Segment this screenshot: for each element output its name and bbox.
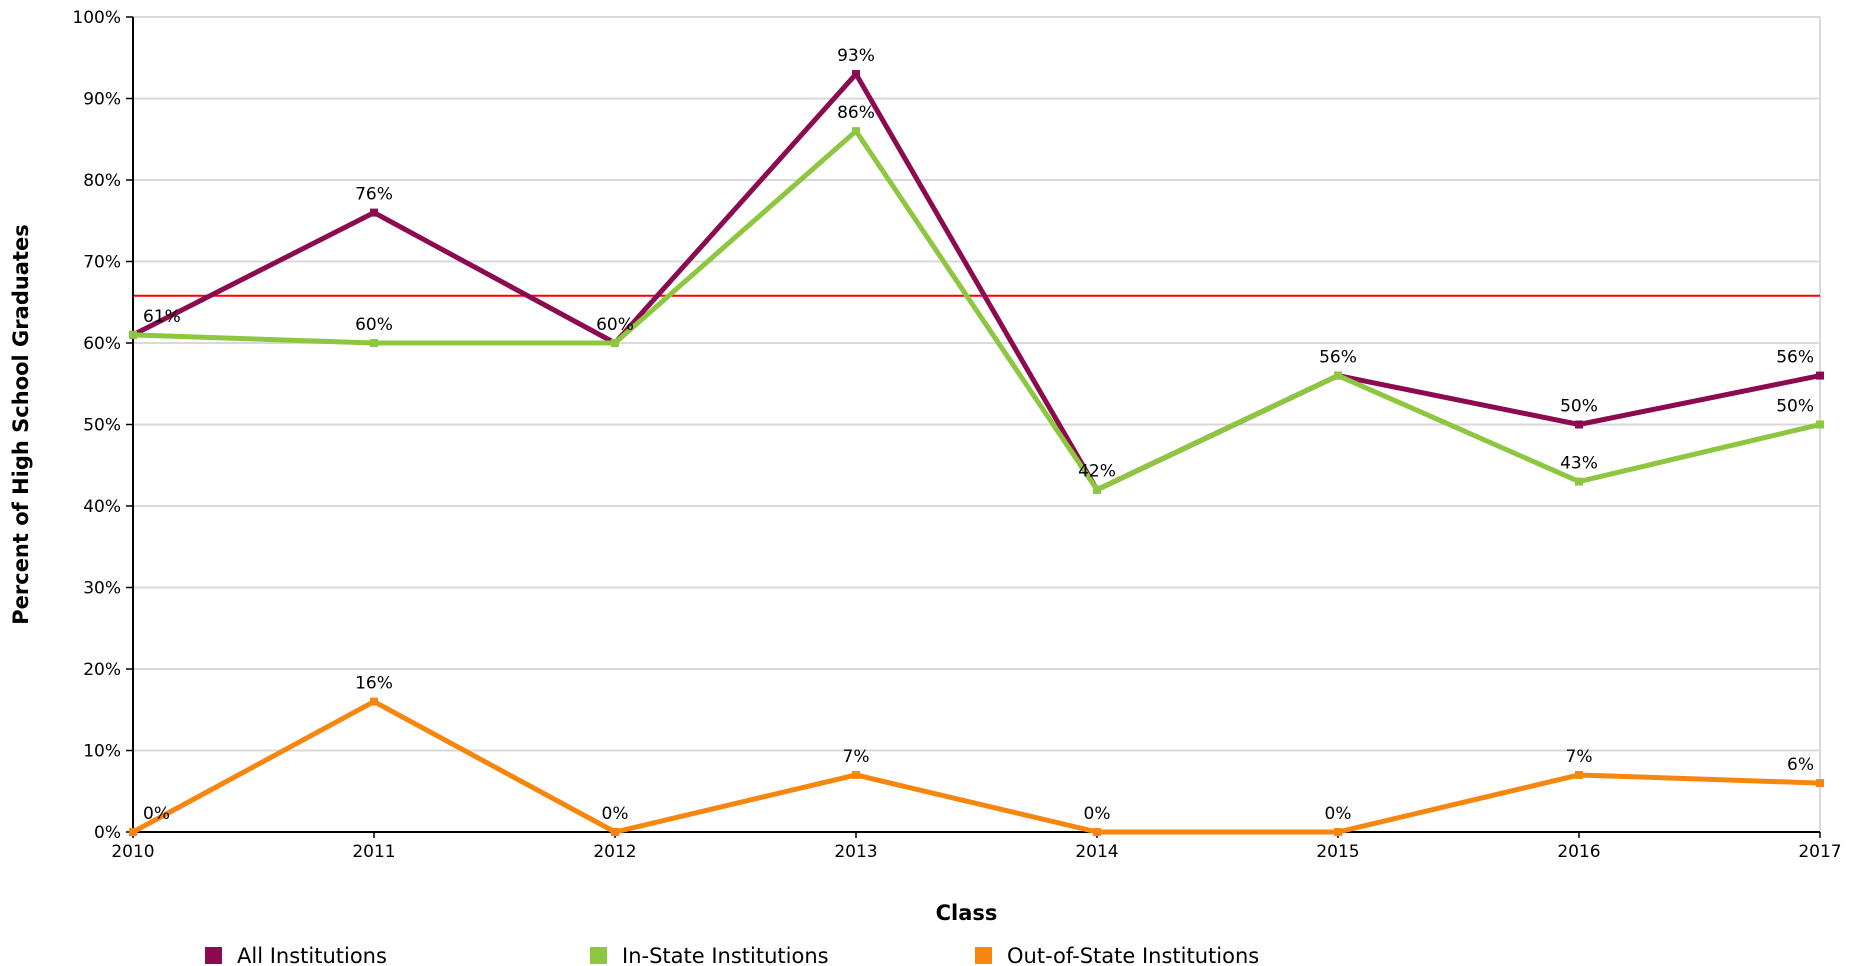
y-tick-label: 70% bbox=[83, 253, 121, 273]
series-line bbox=[132, 128, 1821, 493]
y-tick-label: 90% bbox=[83, 90, 121, 110]
data-label: 60% bbox=[596, 315, 634, 335]
y-axis-title: Percent of High School Graduates bbox=[9, 224, 33, 625]
data-point bbox=[1093, 828, 1101, 836]
data-point bbox=[852, 127, 860, 136]
data-point bbox=[1816, 371, 1824, 380]
x-tick-label: 2015 bbox=[1316, 842, 1359, 862]
data-label: 6% bbox=[1787, 755, 1814, 775]
series-lines bbox=[129, 70, 1824, 836]
data-point bbox=[1334, 828, 1342, 836]
y-tick-label: 40% bbox=[83, 497, 121, 517]
data-label: 50% bbox=[1776, 397, 1814, 417]
data-label: 56% bbox=[1319, 348, 1357, 368]
data-point bbox=[129, 330, 137, 339]
y-tick-label: 50% bbox=[83, 416, 121, 436]
legend-label: In-State Institutions bbox=[622, 944, 829, 966]
x-tick-label: 2016 bbox=[1557, 842, 1600, 862]
data-label: 61% bbox=[143, 307, 181, 327]
legend: All Institutions In-State Institutions Out… bbox=[205, 944, 1259, 966]
x-tick-labels: 2010 2011 2012 2013 2014 2015 2016 2017 bbox=[111, 842, 1841, 862]
y-tick-label: 10% bbox=[83, 742, 121, 762]
axes bbox=[126, 16, 1821, 838]
data-label: 93% bbox=[837, 46, 875, 66]
x-tick-label: 2010 bbox=[111, 842, 154, 862]
x-tick-label: 2014 bbox=[1075, 842, 1118, 862]
legend-swatch bbox=[205, 947, 222, 964]
data-point bbox=[370, 208, 378, 217]
legend-swatch bbox=[590, 947, 607, 964]
data-label: 0% bbox=[143, 804, 170, 824]
data-label: 60% bbox=[355, 315, 393, 335]
data-point bbox=[370, 697, 378, 706]
legend-label: All Institutions bbox=[237, 944, 387, 966]
y-tick-labels: 0% 10% 20% 30% 40% 50% 60% 70% 80% 90% 100% bbox=[72, 8, 121, 843]
x-tick-label: 2013 bbox=[834, 842, 877, 862]
y-tick-label: 30% bbox=[83, 579, 121, 599]
data-labels: 61% 76% 60% 93% 42% 56% 50% 56% 60% 86% 43% 50% 0% 16… bbox=[143, 46, 1814, 824]
series-line bbox=[131, 71, 1821, 493]
data-point bbox=[1575, 477, 1583, 486]
data-label: 0% bbox=[602, 804, 629, 824]
data-label: 43% bbox=[1560, 454, 1598, 474]
data-point bbox=[1093, 485, 1101, 494]
x-tick-label: 2017 bbox=[1798, 842, 1841, 862]
data-label: 0% bbox=[1084, 804, 1111, 824]
data-label: 42% bbox=[1078, 462, 1116, 482]
legend-swatch bbox=[975, 947, 992, 964]
y-tick-label: 0% bbox=[94, 823, 121, 843]
data-point bbox=[611, 828, 619, 836]
data-point bbox=[129, 828, 137, 836]
x-tick-label: 2012 bbox=[593, 842, 636, 862]
y-tick-label: 100% bbox=[72, 8, 121, 28]
series-line bbox=[131, 699, 1821, 835]
data-label: 7% bbox=[1566, 747, 1593, 767]
legend-label: Out-of-State Institutions bbox=[1007, 944, 1259, 966]
y-tick-label: 20% bbox=[83, 660, 121, 680]
data-point bbox=[1816, 420, 1824, 429]
x-axis-title: Class bbox=[936, 901, 998, 925]
data-label: 16% bbox=[355, 674, 393, 694]
data-label: 86% bbox=[837, 103, 875, 123]
data-point bbox=[852, 70, 860, 79]
data-label: 7% bbox=[843, 747, 870, 767]
data-label: 0% bbox=[1325, 804, 1352, 824]
data-point bbox=[1575, 420, 1583, 429]
data-label: 50% bbox=[1560, 397, 1598, 417]
y-tick-label: 80% bbox=[83, 171, 121, 191]
x-tick-label: 2011 bbox=[352, 842, 395, 862]
data-point bbox=[611, 339, 619, 347]
data-point bbox=[852, 770, 860, 779]
y-tick-label: 60% bbox=[83, 334, 121, 354]
data-point bbox=[370, 339, 378, 347]
data-point bbox=[1334, 371, 1342, 380]
data-label: 56% bbox=[1776, 348, 1814, 368]
data-point bbox=[1816, 779, 1824, 788]
data-point bbox=[1575, 770, 1583, 779]
data-label: 76% bbox=[355, 185, 393, 205]
